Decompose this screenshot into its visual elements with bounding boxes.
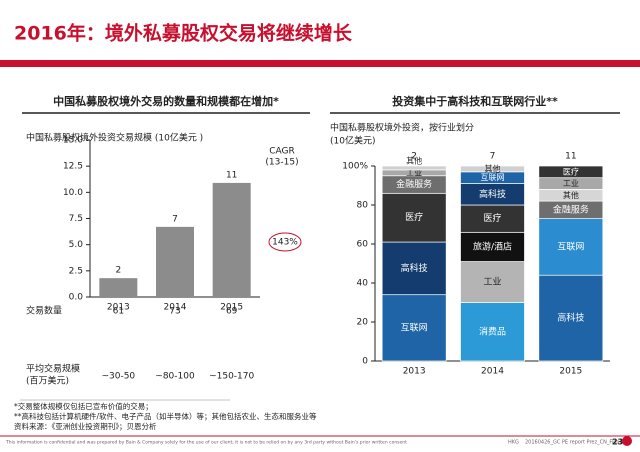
row-label: 交易数量 — [26, 305, 62, 317]
cagr-label: CAGR — [269, 147, 295, 157]
footnote: **高科技包括计算机硬件/软件、电子产品（如半导体）等；其他包括农业、生态和服务… — [14, 411, 317, 421]
total-label: 11 — [565, 152, 576, 162]
bar — [212, 182, 251, 297]
x-tick-label: 2015 — [559, 367, 582, 377]
segment-label: 其他 — [563, 190, 579, 200]
bar-segment — [538, 165, 604, 179]
bar-segment — [460, 261, 525, 303]
bar-segment — [381, 165, 447, 171]
segment-label: 高科技 — [479, 188, 506, 200]
segment-label: 医疗 — [405, 211, 423, 223]
slide-title: 2016年：境外私募股权交易将继续增长 — [14, 22, 353, 45]
segment-label: 互联网 — [401, 322, 428, 333]
y-tick-label: 2.5 — [69, 266, 83, 276]
segment-label: 消费品 — [479, 325, 506, 337]
segment-label: 医疗 — [483, 212, 501, 224]
segment-label: 高科技 — [401, 262, 428, 274]
value-label: 2 — [115, 266, 121, 276]
chart-heading: 中国私募股权境外交易的数量和规模都在增加* — [53, 94, 279, 108]
segment-label: 金融服务 — [396, 178, 432, 190]
bar-segment — [538, 218, 604, 276]
x-tick-label: 2013 — [107, 303, 130, 313]
bar-segment — [381, 192, 447, 243]
footnote: 资料来源：《亚洲创业投资期刊》；贝恩分析 — [14, 421, 157, 431]
chart-heading: 投资集中于高科技和互联网行业** — [392, 94, 558, 108]
segment-label: 工业 — [406, 167, 422, 177]
row-value: ~30-50 — [101, 372, 135, 382]
segment-label: 互联网 — [481, 173, 505, 182]
y-tick-label: 0.0 — [69, 293, 84, 303]
y-tick-label: 80 — [357, 201, 369, 211]
x-tick-label: 2015 — [220, 303, 243, 313]
chart-title: 中国私募股权境外投资交易规模 (10亿美元 ) — [26, 132, 203, 144]
y-tick-label: 7.5 — [69, 214, 83, 224]
x-tick-label: 2013 — [403, 367, 426, 377]
bar — [99, 278, 138, 297]
page-number: 23 — [612, 438, 623, 447]
chart-title: 中国私募股权境外投资，按行业划分 — [330, 122, 474, 134]
segment-label: 其他 — [406, 156, 422, 166]
row-value: ~150-170 — [209, 372, 254, 382]
cagr-value: 143% — [272, 238, 298, 248]
bar-segment — [538, 274, 604, 362]
bar-segment — [381, 294, 447, 362]
segment-label: 工业 — [483, 277, 501, 288]
segment-label: 旅游/酒店 — [473, 240, 512, 252]
bar-segment — [460, 204, 525, 233]
bar-segment — [460, 302, 525, 362]
footnote: *交易整体规模仅包括已宣布价值的交易； — [14, 401, 153, 411]
y-tick-label: 15.0 — [63, 136, 83, 146]
cagr-label: (13-15) — [265, 158, 298, 168]
y-tick-label: 40 — [357, 279, 369, 289]
title-rule — [0, 60, 640, 67]
row-value: ~80-100 — [155, 372, 195, 382]
segment-label: 金融服务 — [553, 203, 589, 215]
footer-code: HKG — [508, 440, 519, 446]
total-label: 7 — [490, 152, 496, 162]
row-value: 69 — [226, 307, 238, 317]
y-tick-label: 60 — [357, 240, 369, 250]
y-tick-label: 10.0 — [63, 188, 83, 198]
segment-label: 医疗 — [563, 166, 579, 176]
y-tick-label: 100% — [342, 162, 368, 172]
segment-label: 高科技 — [557, 312, 584, 324]
row-label: 平均交易规模 — [26, 363, 80, 375]
total-label: 2 — [411, 152, 417, 162]
bar-segment — [460, 165, 525, 173]
y-tick-label: 20 — [357, 318, 369, 328]
bar — [156, 226, 194, 297]
segment-label: 其他 — [485, 163, 501, 173]
segment-label: 互联网 — [557, 241, 584, 252]
y-tick-label: 5.0 — [69, 240, 84, 250]
footer-file: 20160426_GC PE report Prez_CN_Final — [525, 440, 621, 446]
chart-title: (10亿美元) — [330, 135, 375, 147]
bar-segment — [460, 231, 525, 262]
segment-label: 工业 — [563, 178, 579, 188]
y-tick-label: 0 — [362, 357, 368, 367]
y-tick-label: 12.5 — [63, 162, 83, 172]
x-tick-label: 2014 — [164, 303, 187, 313]
row-label: (百万美元) — [26, 375, 69, 387]
x-tick-label: 2014 — [481, 367, 504, 377]
value-label: 11 — [226, 170, 237, 180]
bar-segment — [381, 241, 447, 296]
value-label: 7 — [172, 214, 178, 224]
disclaimer: This information is confidential and was… — [5, 440, 407, 446]
row-value: 61 — [113, 307, 124, 317]
cagr-circle — [268, 232, 302, 252]
row-value: 73 — [169, 307, 180, 317]
logo — [622, 436, 632, 446]
